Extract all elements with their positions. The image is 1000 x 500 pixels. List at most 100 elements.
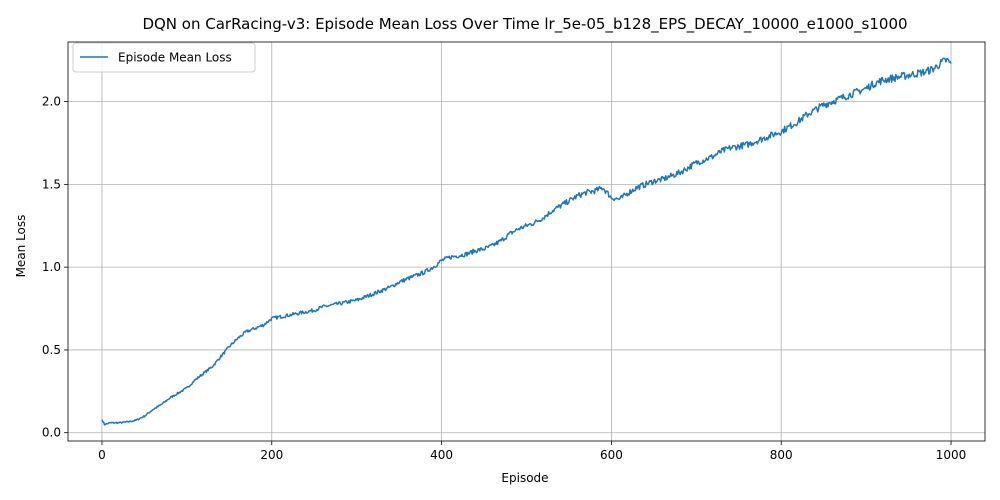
data-point <box>946 59 948 61</box>
data-point <box>229 346 231 348</box>
x-tick-label: 400 <box>430 448 453 462</box>
data-point <box>882 79 884 81</box>
data-point <box>628 192 630 194</box>
y-tick-label: 1.0 <box>42 260 61 274</box>
x-tick-label: 0 <box>98 448 106 462</box>
data-point <box>424 271 426 273</box>
plot-frame <box>67 41 986 442</box>
data-point <box>466 253 468 255</box>
data-point <box>135 420 137 422</box>
data-point <box>271 318 273 320</box>
data-point <box>364 296 366 298</box>
x-tick-label: 600 <box>600 448 623 462</box>
data-point <box>806 114 808 116</box>
data-point <box>933 68 935 70</box>
data-point <box>857 91 859 93</box>
data-point <box>925 71 927 73</box>
axis-ticks: 0 200 400 600 800 1000 0.0 0.5 1.0 1.5 2.0 <box>42 95 966 462</box>
data-point <box>220 356 222 358</box>
data-point <box>763 137 765 139</box>
data-point <box>848 94 850 96</box>
data-point <box>585 192 587 194</box>
data-point <box>475 250 477 252</box>
data-point <box>500 240 502 242</box>
legend-box <box>72 42 256 73</box>
data-point <box>322 306 324 308</box>
data-point <box>127 421 129 423</box>
data-point <box>729 147 731 149</box>
data-point <box>432 266 434 268</box>
data-point <box>636 187 638 189</box>
data-point <box>814 109 816 111</box>
y-tick-label: 1.5 <box>42 177 61 191</box>
data-point <box>339 303 341 305</box>
data-point <box>169 397 171 399</box>
data-point <box>390 286 392 288</box>
data-point <box>237 338 239 340</box>
chart-title: DQN on CarRacing-v3: Episode Mean Loss O… <box>142 15 907 34</box>
data-point <box>577 195 579 197</box>
data-point <box>534 222 536 224</box>
data-point <box>696 162 698 164</box>
data-point <box>662 179 664 181</box>
data-point <box>381 290 383 292</box>
data-point <box>942 61 944 63</box>
data-point <box>254 328 256 330</box>
data-point <box>831 101 833 103</box>
data-point <box>449 256 451 258</box>
data-point <box>492 245 494 247</box>
data-point <box>823 104 825 106</box>
data-point <box>104 424 106 426</box>
data-point <box>551 210 553 212</box>
data-point <box>899 76 901 78</box>
data-point <box>908 74 910 76</box>
data-point <box>670 175 672 177</box>
data-point <box>679 172 681 174</box>
data-point <box>568 200 570 202</box>
y-tick-label: 0.0 <box>42 426 61 440</box>
data-point <box>195 379 197 381</box>
data-point <box>458 255 460 257</box>
data-point <box>178 392 180 394</box>
data-point <box>840 97 842 99</box>
data-point <box>279 316 281 318</box>
data-point <box>517 228 519 230</box>
data-point <box>313 309 315 311</box>
y-tick-label: 2.0 <box>42 95 61 109</box>
data-point <box>330 304 332 306</box>
data-point <box>653 180 655 182</box>
data-point <box>152 409 154 411</box>
data-point <box>916 73 918 75</box>
legend-entry-label: Episode Mean Loss <box>118 51 232 65</box>
data-point <box>212 366 214 368</box>
data-point <box>865 88 867 90</box>
data-point <box>246 331 248 333</box>
data-point <box>772 134 774 136</box>
data-point <box>398 281 400 283</box>
data-point <box>543 217 545 219</box>
data-point <box>704 159 706 161</box>
data-point <box>288 314 290 316</box>
data-point <box>738 146 740 148</box>
data-point <box>373 293 375 295</box>
data-point <box>891 78 893 80</box>
data-point <box>755 141 757 143</box>
data-point <box>712 155 714 157</box>
x-tick-label: 1000 <box>936 448 967 462</box>
data-point <box>526 225 528 227</box>
data-point <box>296 313 298 315</box>
data-point <box>110 422 112 424</box>
series-line-episode-mean-loss <box>101 57 952 426</box>
data-point <box>262 324 264 326</box>
y-tick-label: 0.5 <box>42 343 61 357</box>
data-point <box>118 422 120 424</box>
data-point <box>415 275 417 277</box>
data-point <box>144 415 146 417</box>
x-tick-label: 200 <box>260 448 283 462</box>
data-point <box>619 198 621 200</box>
data-point <box>441 260 443 262</box>
data-point <box>721 150 723 152</box>
data-point <box>611 197 613 199</box>
data-point <box>874 83 876 85</box>
